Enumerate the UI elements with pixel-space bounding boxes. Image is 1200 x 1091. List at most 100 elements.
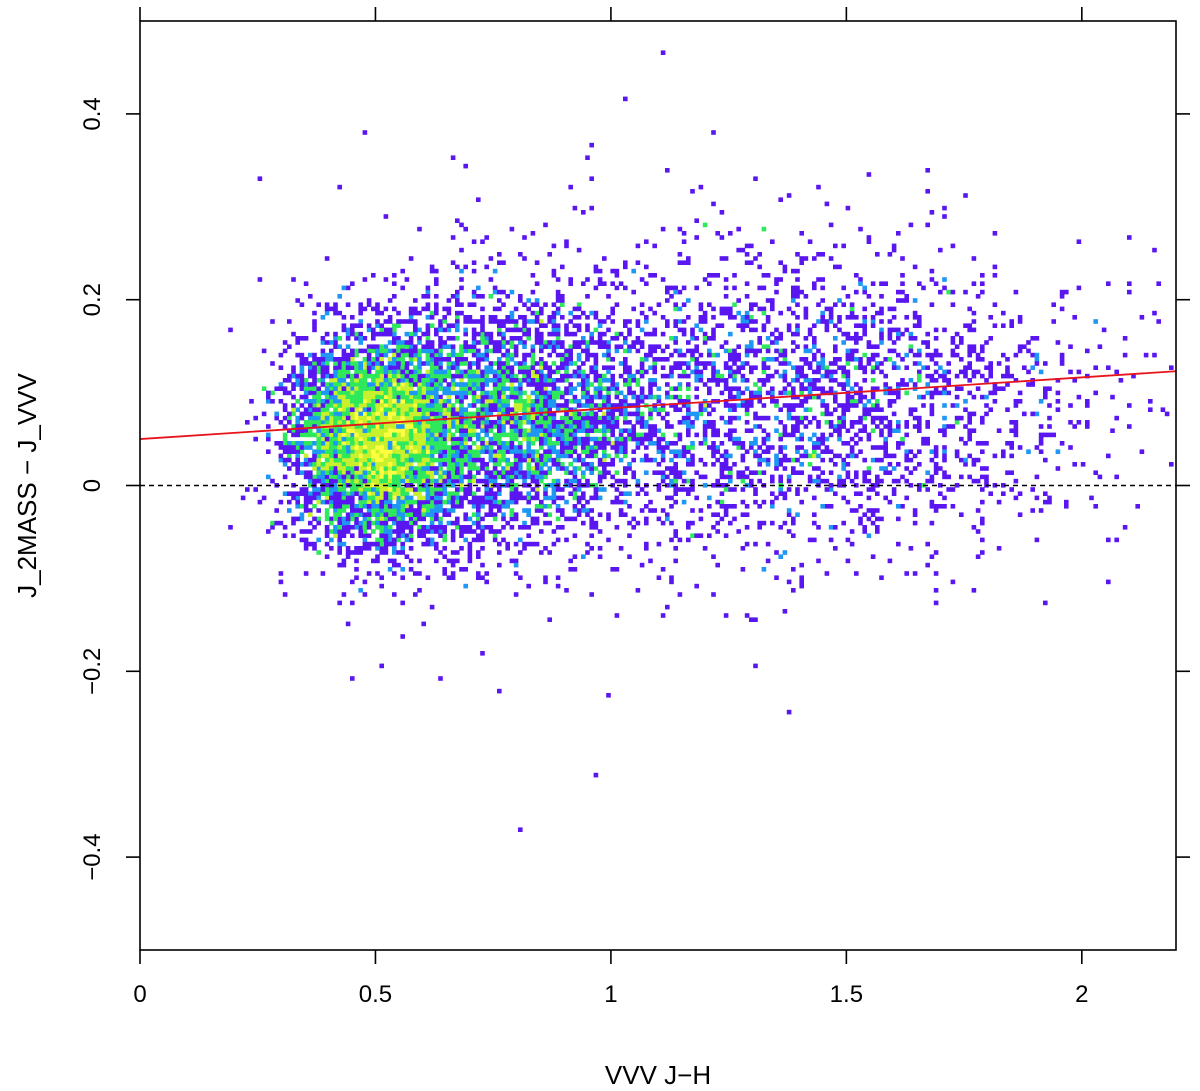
density-cell — [513, 453, 519, 459]
density-cell — [366, 571, 372, 576]
density-cell — [480, 399, 485, 404]
density-cell — [749, 445, 754, 450]
density-cell — [912, 512, 918, 517]
density-cell — [295, 470, 300, 475]
density-cell — [786, 323, 792, 328]
density-cell — [526, 491, 531, 496]
density-cell — [854, 340, 859, 345]
density-cell — [337, 466, 342, 471]
density-cell — [270, 520, 275, 526]
density-cell — [841, 382, 846, 387]
density-cell — [576, 323, 582, 328]
density-cell — [308, 403, 313, 408]
density-cell — [744, 525, 750, 530]
density-cell — [299, 386, 305, 391]
density-cell — [299, 491, 305, 496]
density-cell — [497, 529, 502, 534]
density-cell — [593, 487, 599, 492]
density-cell — [593, 390, 599, 396]
density-cell — [295, 466, 300, 471]
density-cell — [891, 306, 897, 312]
density-cell — [677, 306, 683, 312]
density-cell — [354, 520, 359, 526]
density-cell — [404, 382, 410, 387]
density-cell — [337, 491, 342, 496]
density-cell — [576, 415, 582, 421]
density-cell — [887, 319, 893, 324]
density-cell — [480, 357, 485, 362]
density-cell — [547, 449, 552, 454]
density-cell — [312, 546, 317, 551]
density-cell — [396, 491, 401, 496]
density-cell — [560, 487, 565, 492]
density-cell — [702, 436, 708, 442]
density-cell — [358, 508, 363, 513]
density-cell — [774, 403, 779, 408]
density-cell — [1059, 352, 1065, 358]
density-cell — [467, 554, 473, 559]
density-cell — [287, 319, 292, 324]
density-cell — [501, 512, 506, 517]
density-cell — [366, 436, 372, 442]
density-cell — [467, 449, 473, 454]
density-cell — [942, 470, 947, 475]
density-cell — [879, 457, 884, 463]
density-cell — [728, 407, 733, 412]
density-cell — [757, 478, 762, 484]
density-cell — [606, 352, 611, 358]
density-cell — [753, 348, 758, 354]
density-cell — [421, 466, 426, 471]
density-cell — [862, 327, 867, 333]
density-cell — [623, 285, 628, 291]
density-cell — [509, 424, 515, 429]
density-cell — [1001, 449, 1006, 454]
density-cell — [303, 499, 309, 505]
density-cell — [421, 378, 426, 383]
density-cell — [530, 319, 536, 324]
density-cell — [392, 529, 397, 534]
density-cell — [971, 394, 977, 400]
density-cell — [375, 449, 380, 454]
density-cell — [312, 310, 317, 316]
density-cell — [652, 394, 657, 400]
density-cell — [408, 520, 414, 526]
density-cell — [719, 235, 725, 240]
density-cell — [509, 382, 515, 387]
density-cell — [568, 310, 573, 316]
density-cell — [1085, 420, 1090, 425]
density-cell — [543, 394, 548, 400]
density-cell — [963, 407, 968, 412]
density-cell — [526, 378, 531, 383]
density-cell — [476, 373, 481, 379]
density-cell — [509, 340, 515, 345]
density-cell — [476, 361, 481, 366]
density-cell — [996, 546, 1002, 551]
density-cell — [324, 394, 330, 400]
density-cell — [602, 432, 607, 438]
density-cell — [560, 445, 565, 450]
density-cell — [488, 403, 494, 408]
density-cell — [497, 487, 502, 492]
density-cell — [308, 474, 313, 480]
density-cell — [522, 373, 527, 379]
density-cell — [665, 420, 670, 425]
density-cell — [392, 411, 397, 417]
density-cell — [719, 462, 725, 467]
density-cell — [484, 470, 489, 475]
density-cell — [438, 474, 443, 480]
density-cell — [434, 352, 439, 358]
density-cell — [917, 361, 922, 366]
density-cell — [438, 399, 443, 404]
density-cell — [1169, 365, 1174, 370]
density-cell — [564, 415, 569, 421]
density-cell — [476, 499, 481, 505]
density-cell — [980, 487, 985, 492]
density-cell — [702, 441, 708, 446]
density-cell — [534, 520, 540, 526]
density-cell — [707, 386, 712, 391]
density-cell — [635, 399, 641, 404]
density-cell — [459, 411, 464, 417]
density-cell — [585, 512, 590, 517]
density-cell — [694, 378, 699, 383]
density-cell — [610, 268, 615, 274]
